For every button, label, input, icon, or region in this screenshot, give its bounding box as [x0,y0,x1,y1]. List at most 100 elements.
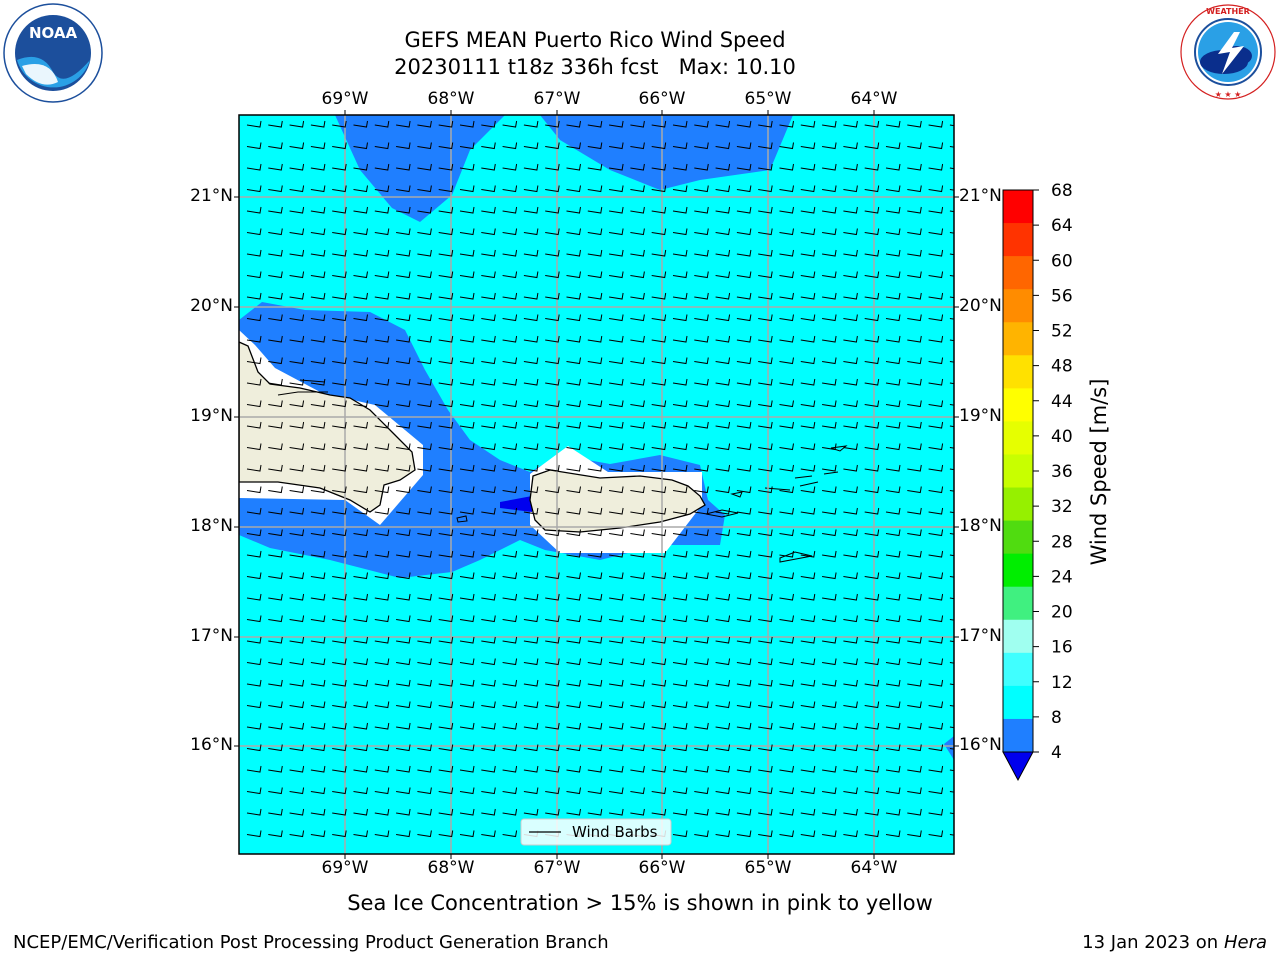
wind-barb [502,593,518,601]
wind-barb [651,808,667,816]
wind-barb [523,314,539,322]
wind-barb [672,507,688,515]
wind-barb [502,830,518,838]
wind-barb [822,679,837,687]
wind-barb [396,464,411,472]
wind-barb [353,271,368,279]
wind-barb [907,421,922,429]
wind-barb [651,744,667,752]
wind-barb [396,335,411,343]
wind-barb [545,593,560,601]
wind-barb [907,443,922,451]
wind-barb [374,744,390,752]
wind-barb [246,271,262,279]
wind-barb [651,314,667,322]
wind-barb [459,529,475,537]
wind-barb [758,615,773,623]
wind-barb [672,679,688,687]
wind-barb [715,206,731,214]
wind-barb [609,400,624,408]
wind-barb [758,163,773,171]
wind-barb [438,572,454,580]
wind-barb [800,142,816,150]
wind-barb [502,292,518,300]
low-wind-zone-north-east [540,115,793,190]
colorbar-segment [1003,388,1033,422]
wind-barb [651,507,667,515]
wind-barb [843,206,858,214]
wind-barb [438,808,454,816]
wind-barb [374,701,390,709]
chart-title-line1: GEFS MEAN Puerto Rico Wind Speed [404,28,786,52]
wind-barb [332,507,347,515]
wind-barb [885,400,901,408]
wind-barb [928,228,944,236]
wind-barb [694,507,709,515]
wind-barb [438,550,454,558]
wind-barb [459,593,475,601]
wind-barb [907,400,922,408]
wind-barb [310,787,326,795]
wind-barb [459,464,475,472]
wind-barb [332,529,347,537]
wind-barb [459,400,475,408]
wind-barb [289,378,305,386]
wind-barb [417,271,432,279]
wind-barb [353,550,368,558]
wind-barb [694,421,709,429]
wind-barb [396,572,411,580]
wind-barb [396,658,411,666]
wind-barb [779,206,794,214]
lat-label-left: 18°N [190,516,233,536]
wind-barb [502,357,518,365]
wind-barb [246,421,262,429]
wind-barb [502,765,518,773]
wind-barb [566,142,581,150]
wind-barb [864,314,880,322]
wind-barb [332,206,347,214]
wind-barb [907,658,922,666]
wind-barb [609,744,624,752]
wind-barb [523,486,539,494]
wind-barb [864,572,880,580]
wind-barb [779,593,794,601]
wind-barb [481,701,496,709]
wind-barb [438,722,454,730]
wind-barb [545,314,560,322]
wind-barb [587,378,603,386]
wind-barb [864,701,880,709]
wind-barb [736,400,752,408]
wind-barb [779,421,794,429]
wind-barb [907,120,922,128]
wind-barb [672,830,688,838]
wind-barb [459,615,475,623]
wind-barb [800,421,816,429]
colorbar-tick-label: 12 [1051,673,1073,693]
wind-barb [758,744,773,752]
wind-barb [885,271,901,279]
wind-barb [481,249,496,257]
wind-barb [907,292,922,300]
wind-barb [736,830,752,838]
wind-barb [523,249,539,257]
wind-barb [587,249,603,257]
wind-barb [374,486,390,494]
wind-barb [417,335,432,343]
wind-barb [651,292,667,300]
wind-barb [651,701,667,709]
wind-barb [694,400,709,408]
wind-barb [566,636,581,644]
wind-barb [736,464,752,472]
wind-barb [822,572,837,580]
wind-barb [459,185,475,193]
wind-barb [289,765,305,773]
wind-barb [715,787,731,795]
wind-barb [609,808,624,816]
wind-barb [289,679,305,687]
wind-barb [353,378,368,386]
wind-barb [779,765,794,773]
wind-barb [630,550,645,558]
wind-barb [779,142,794,150]
wind-barb [438,507,454,515]
wind-barb [481,744,496,752]
